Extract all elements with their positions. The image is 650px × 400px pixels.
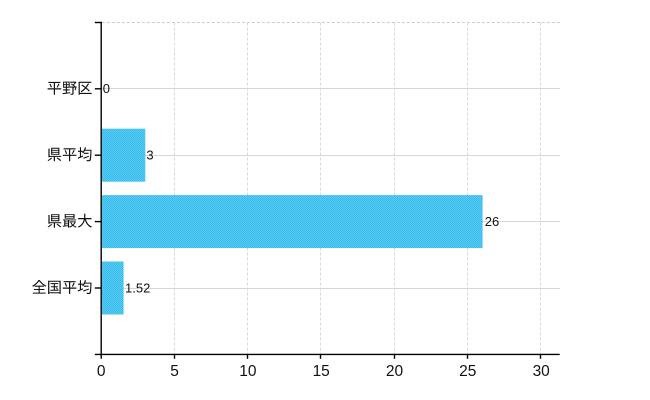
- svg-text:26: 26: [485, 214, 499, 229]
- svg-text:20: 20: [386, 363, 404, 380]
- svg-text:10: 10: [239, 363, 257, 380]
- svg-text:5: 5: [170, 363, 179, 380]
- svg-text:25: 25: [459, 363, 476, 380]
- svg-text:0: 0: [103, 81, 110, 96]
- svg-text:0: 0: [97, 363, 106, 380]
- svg-text:15: 15: [313, 363, 330, 380]
- svg-text:30: 30: [533, 363, 551, 380]
- svg-text:3: 3: [146, 148, 153, 163]
- svg-text:1.52: 1.52: [125, 280, 150, 295]
